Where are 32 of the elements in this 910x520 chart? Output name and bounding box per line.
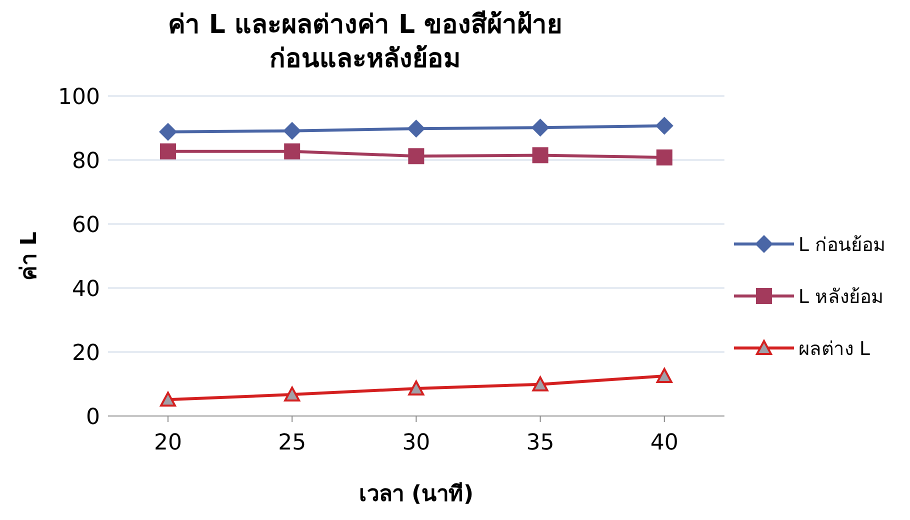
x-tick-label: 20	[154, 430, 182, 456]
point	[284, 386, 300, 402]
point	[656, 149, 672, 166]
point	[160, 143, 176, 160]
point	[532, 376, 548, 392]
y-tick-label: 0	[86, 404, 100, 430]
point	[655, 116, 674, 135]
y-tick-label: 20	[72, 340, 100, 366]
point	[532, 147, 548, 164]
y-axis-title: ค่า L	[16, 232, 42, 280]
point	[531, 118, 550, 137]
point	[656, 368, 672, 383]
x-tick-label: 40	[650, 430, 678, 456]
x-tick-label: 35	[526, 430, 554, 456]
x-tick-label: 30	[402, 430, 430, 456]
x-axis-title: เวลา (นาที)	[358, 482, 474, 507]
y-tick-label: 40	[72, 276, 100, 302]
legend-label: ผลต่าง L	[798, 337, 870, 362]
point	[284, 143, 300, 160]
point	[283, 122, 302, 140]
point	[408, 148, 424, 164]
chart-title: ค่า L และผลต่างค่า L ของสีผ้าฝ้าย ก่อนและหลังย้อม	[166, 9, 564, 76]
y-tick-label: 60	[72, 212, 100, 238]
point	[159, 122, 177, 141]
point	[160, 392, 176, 407]
point	[407, 120, 426, 138]
point	[408, 380, 424, 396]
legend-label: L หลังย้อม	[798, 285, 884, 310]
y-tick-label: 80	[72, 148, 100, 174]
y-tick-label: 100	[58, 84, 100, 110]
legend-label: L ก่อนย้อม	[798, 233, 886, 258]
x-tick-label: 25	[278, 430, 306, 456]
